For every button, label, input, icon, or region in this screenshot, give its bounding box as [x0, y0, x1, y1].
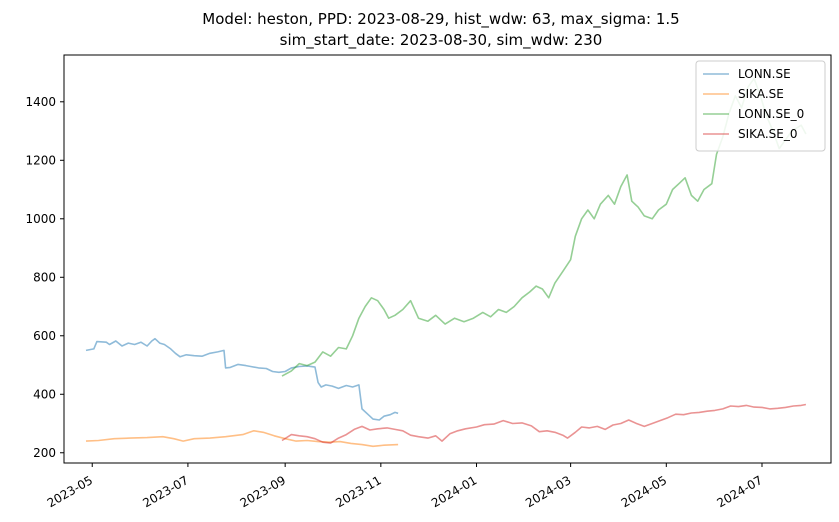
x-tick-label-1: 2023-07 — [140, 473, 190, 510]
x-axis: 2023-05 2023-07 2023-09 2023-11 2024-01 2024-… — [45, 463, 765, 510]
chart-title-line2: sim_start_date: 2023-08-30, sim_wdw: 230 — [280, 31, 603, 50]
x-tick-label-7: 2024-07 — [714, 473, 764, 510]
legend-label-0: LONN.SE — [738, 67, 791, 81]
y-tick-label-2: 600 — [33, 329, 56, 343]
legend-label-1: SIKA.SE — [738, 87, 784, 101]
legend-label-3: SIKA.SE_0 — [738, 127, 797, 141]
x-tick-label-6: 2024-05 — [619, 473, 669, 510]
y-tick-label-3: 800 — [33, 270, 56, 284]
x-tick-label-4: 2024-01 — [429, 473, 479, 510]
x-tick-label-0: 2023-05 — [45, 473, 95, 510]
y-tick-label-0: 200 — [33, 446, 56, 460]
series-line-0 — [85, 337, 399, 421]
x-tick-label-2: 2023-09 — [238, 473, 288, 510]
legend: LONN.SE SIKA.SE LONN.SE_0 SIKA.SE_0 — [695, 60, 826, 152]
y-tick-label-4: 1000 — [25, 212, 56, 226]
legend-label-2: LONN.SE_0 — [738, 107, 804, 121]
y-axis: 200 400 600 800 1000 1200 1400 — [25, 95, 64, 460]
series-line-1 — [85, 430, 399, 448]
y-tick-label-5: 1200 — [25, 153, 56, 167]
chart-title-line1: Model: heston, PPD: 2023-08-29, hist_wdw… — [202, 10, 679, 29]
x-tick-label-5: 2024-03 — [523, 473, 573, 510]
legend-box — [695, 60, 826, 152]
y-tick-label-1: 400 — [33, 387, 56, 401]
series-line-3 — [281, 403, 807, 444]
x-tick-label-3: 2023-11 — [333, 473, 383, 510]
series-layer — [85, 77, 807, 448]
plot-frame — [63, 54, 832, 464]
y-tick-label-6: 1400 — [25, 95, 56, 109]
